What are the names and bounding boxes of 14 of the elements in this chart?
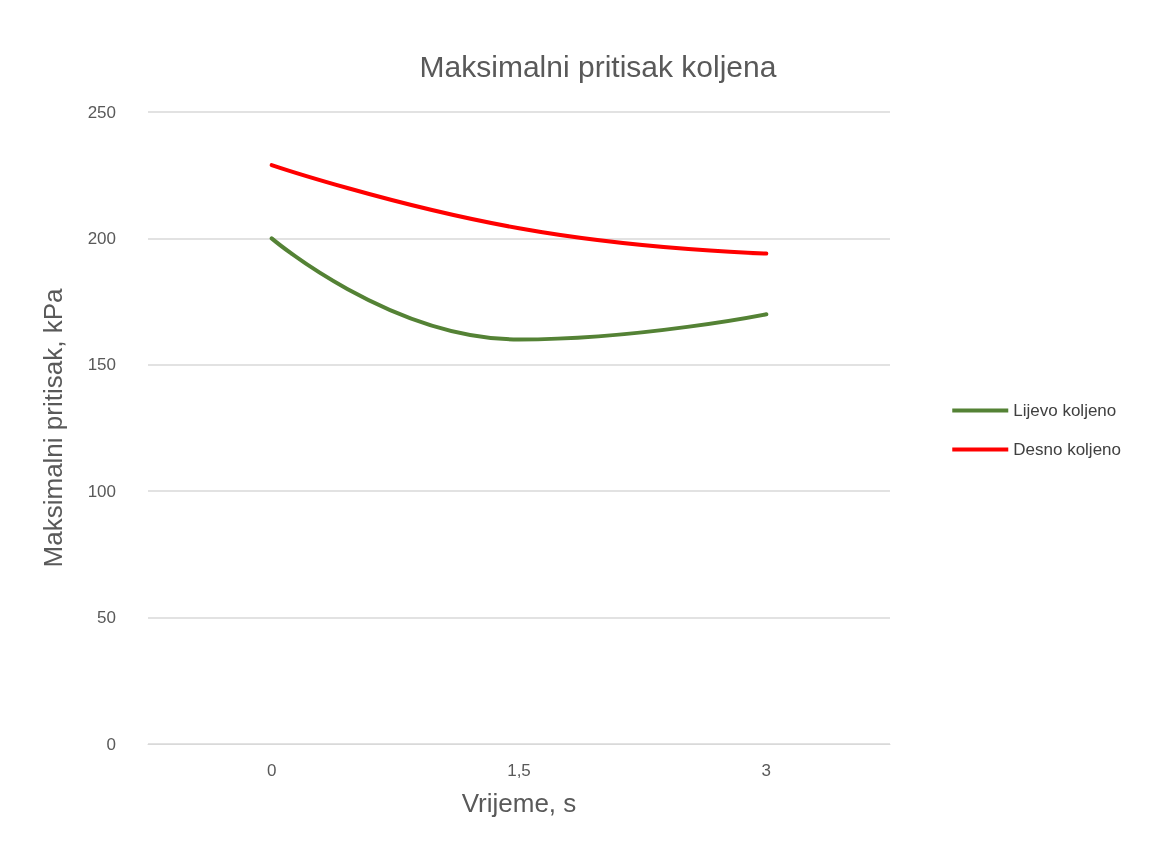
y-axis-title: Maksimalni pritisak, kPa (38, 288, 68, 568)
x-tick-label: 3 (761, 761, 772, 780)
y-tick-label: 150 (87, 355, 116, 375)
y-tick-label: 250 (87, 102, 116, 122)
x-axis-title: Vrijeme, s (461, 788, 577, 818)
y-tick-label: 200 (87, 228, 116, 248)
y-tick-label: 0 (106, 734, 116, 754)
chart-title: Maksimalni pritisak koljena (419, 49, 777, 83)
y-tick-label: 100 (87, 481, 116, 501)
legend-label: Lijevo koljeno (1013, 401, 1117, 420)
legend-label: Desno koljeno (1013, 440, 1122, 459)
y-tick-label: 50 (97, 608, 116, 628)
x-tick-label: 0 (266, 761, 277, 780)
x-tick-label: 1,5 (507, 761, 531, 780)
